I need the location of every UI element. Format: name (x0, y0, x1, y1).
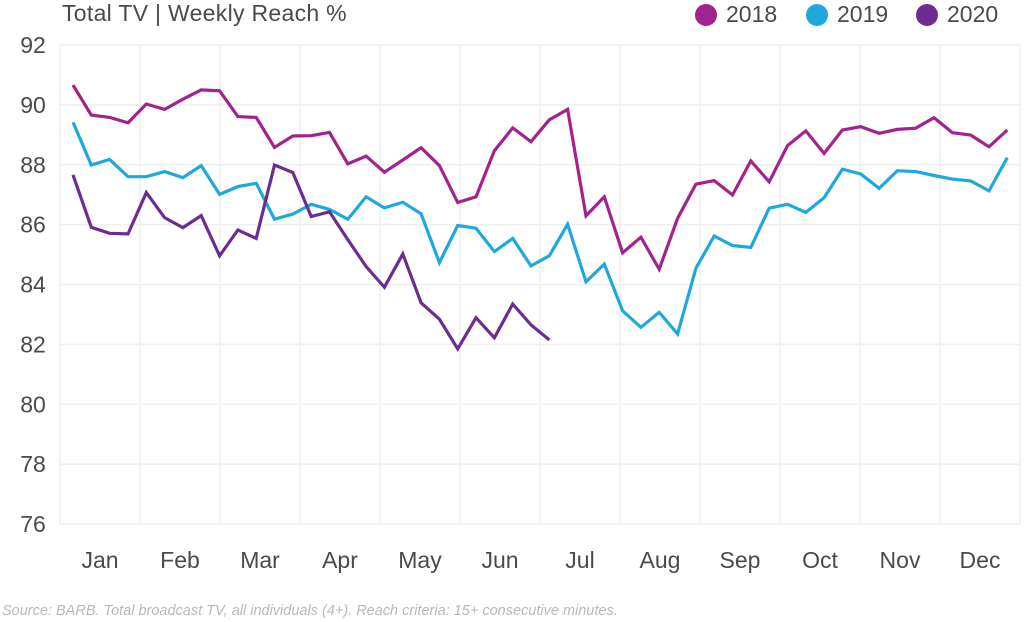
legend-dot-2019 (806, 3, 828, 26)
y-tick-label: 84 (20, 272, 46, 298)
x-tick-label: Mar (240, 547, 280, 573)
x-tick-label: May (398, 547, 442, 573)
series-line-2019 (71, 121, 1009, 338)
y-tick-label: 82 (20, 331, 46, 357)
x-tick-label: Sep (720, 547, 761, 573)
legend-dot-2020 (916, 3, 938, 26)
legend-label-2020: 2020 (947, 1, 999, 27)
y-tick-label: 76 (20, 511, 46, 537)
series-line-2018 (71, 84, 1009, 273)
line-chart: 92 90 88 86 84 82 80 78 76 Jan Feb Mar Apr May Jun Jul A… (20, 32, 1021, 573)
x-tick-label: Apr (322, 547, 358, 573)
x-tick-label: Jul (565, 547, 594, 573)
y-tick-label: 92 (20, 32, 46, 58)
y-tick-label: 80 (20, 391, 46, 417)
legend-dot-2018 (695, 3, 717, 26)
y-tick-label: 86 (20, 212, 46, 238)
x-tick-label: Feb (160, 547, 200, 573)
legend-item-2018: 2018 (695, 1, 777, 28)
x-tick-label: Aug (640, 547, 681, 573)
x-tick-label: Nov (880, 547, 921, 573)
x-tick-label: Dec (960, 547, 1001, 573)
legend-item-2019: 2019 (806, 1, 888, 28)
legend-item-2020: 2020 (916, 1, 998, 28)
y-tick-label: 90 (20, 92, 46, 118)
chart-title: Total TV | Weekly Reach % (62, 0, 347, 26)
x-tick-label: Oct (802, 547, 838, 573)
source-note: Source: BARB. Total broadcast TV, all in… (2, 603, 618, 619)
x-tick-label: Jan (81, 547, 118, 573)
y-tick-label: 78 (20, 451, 46, 477)
legend-label-2018: 2018 (726, 1, 778, 27)
x-tick-label: Jun (481, 547, 518, 573)
legend-label-2019: 2019 (837, 1, 889, 27)
y-tick-label: 88 (20, 152, 46, 178)
